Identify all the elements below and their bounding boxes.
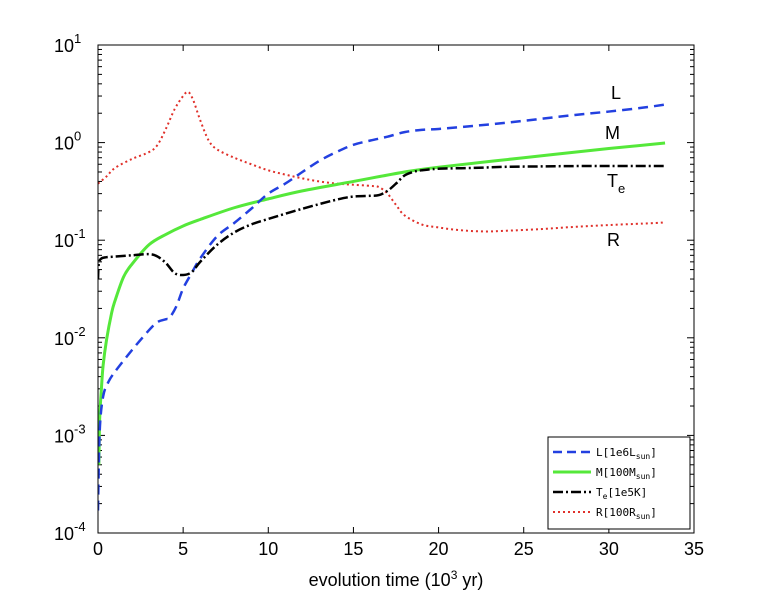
curve-label-te-sub: e — [618, 181, 625, 196]
legend-entry-m-end: ] — [650, 466, 657, 479]
y-tick-label-exp: 1 — [74, 31, 81, 46]
curve-label-m: M — [605, 123, 620, 143]
legend-entry-m-sub: sun — [636, 472, 651, 481]
legend-entry-l-main: L[1e6L — [596, 446, 636, 459]
x-tick-label: 10 — [258, 539, 278, 559]
x-axis-label: evolution time (103 yr) — [309, 568, 484, 590]
y-tick-label-exp: -1 — [74, 226, 86, 241]
x-axis-label-main: evolution time (10 — [309, 570, 451, 590]
legend-entry-l-end: ] — [650, 446, 657, 459]
series-line-l — [98, 103, 666, 511]
y-tick-label-exp: -4 — [74, 519, 86, 534]
legend-entry-r: R[100Rsun] — [596, 506, 657, 521]
y-tick-label-base: 10 — [54, 329, 74, 349]
y-tick-label-base: 10 — [54, 524, 74, 544]
x-tick-label: 20 — [429, 539, 449, 559]
series-layer — [98, 90, 666, 511]
y-tick-label: 100 — [54, 129, 81, 154]
x-tick-label: 5 — [178, 539, 188, 559]
x-axis-ticks: 0 5 10 15 20 25 30 35 — [93, 45, 704, 559]
legend-entry-l: L[1e6Lsun] — [596, 446, 657, 461]
legend-entry-te: Te[1e5K] — [596, 486, 647, 501]
y-tick-label: 10-4 — [54, 519, 86, 544]
legend-entry-te-end: [1e5K] — [607, 486, 647, 499]
curve-label-te-main: T — [607, 171, 618, 191]
legend-entry-r-sub: sun — [636, 512, 651, 521]
y-tick-label: 10-2 — [54, 324, 86, 349]
curve-label-r: R — [607, 230, 620, 250]
series-line-te — [98, 164, 666, 280]
legend-entry-l-sub: sun — [636, 452, 651, 461]
x-tick-label: 15 — [343, 539, 363, 559]
x-axis-label-suffix: yr) — [457, 570, 483, 590]
x-tick-label: 0 — [93, 539, 103, 559]
y-tick-label-exp: 0 — [74, 129, 81, 144]
legend-entry-te-sub: e — [603, 492, 608, 501]
x-tick-label: 25 — [514, 539, 534, 559]
y-tick-label-base: 10 — [54, 134, 74, 154]
y-tick-label-base: 10 — [54, 231, 74, 251]
plot-frame — [97, 44, 695, 534]
y-tick-label: 10-1 — [54, 226, 86, 251]
legend-entry-r-main: R[100R — [596, 506, 636, 519]
y-tick-label: 101 — [54, 31, 81, 56]
y-tick-label-base: 10 — [54, 426, 74, 446]
y-tick-label-exp: -2 — [74, 324, 86, 339]
curve-label-te: Te — [607, 171, 625, 196]
legend-entry-m-main: M[100M — [596, 466, 636, 479]
legend-entry-m: M[100Msun] — [596, 466, 657, 481]
x-tick-label: 35 — [684, 539, 704, 559]
curve-label-l: L — [611, 83, 621, 103]
series-line-m — [98, 141, 666, 465]
x-tick-label: 30 — [599, 539, 619, 559]
legend: L[1e6Lsun] M[100Msun] Te[1e5K] R[100Rsun… — [547, 436, 691, 530]
y-tick-label-base: 10 — [54, 36, 74, 56]
legend-entry-r-end: ] — [650, 506, 657, 519]
y-tick-label-exp: -3 — [74, 421, 86, 436]
legend-entry-te-main: T — [596, 486, 603, 499]
y-tick-label: 10-3 — [54, 421, 86, 446]
x-axis-label-sup: 3 — [451, 568, 458, 582]
